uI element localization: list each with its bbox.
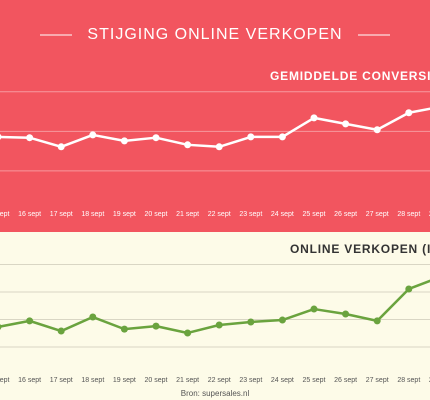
x-tick-label: 21 sept: [176, 377, 199, 384]
data-point: [215, 143, 223, 151]
x-tick-label: 27 sept: [366, 211, 389, 218]
data-point: [184, 329, 192, 337]
data-point: [373, 317, 381, 325]
x-tick-label: 26 sept: [334, 211, 357, 218]
x-tick-label: 18 sept: [81, 377, 104, 384]
data-point: [0, 134, 2, 140]
data-point: [310, 114, 318, 122]
data-point: [0, 324, 2, 330]
x-tick-label: 26 sept: [334, 377, 357, 384]
x-tick-label: 15 sept: [0, 377, 10, 384]
chart-title: ONLINE VERKOPEN (IN: [290, 242, 430, 256]
x-tick-label: 19 sept: [113, 211, 136, 218]
x-tick-label: 22 sept: [208, 211, 231, 218]
data-point: [89, 313, 97, 321]
x-tick-label: 15 sept: [0, 211, 10, 218]
x-tick-label: 29 sept: [429, 211, 430, 218]
x-tick-label: 17 sept: [50, 211, 73, 218]
x-tick-label: 19 sept: [113, 377, 136, 384]
x-tick-label: 24 sept: [271, 211, 294, 218]
x-tick-label: 28 sept: [397, 377, 420, 384]
x-tick-label: 18 sept: [81, 211, 104, 218]
x-tick-label: 23 sept: [239, 377, 262, 384]
data-point: [405, 109, 413, 117]
data-point: [215, 321, 223, 329]
source: Bron: supersales.nl: [181, 389, 250, 398]
x-tick-label: 27 sept: [366, 377, 389, 384]
data-point: [373, 126, 381, 134]
x-tick-label: 16 sept: [18, 377, 41, 384]
data-point: [152, 322, 160, 330]
data-point: [152, 134, 160, 142]
data-point: [342, 310, 350, 318]
bottom-panel: [0, 232, 430, 400]
x-tick-label: 24 sept: [271, 377, 294, 384]
data-point: [278, 133, 286, 141]
x-tick-label: 16 sept: [18, 211, 41, 218]
data-point: [120, 325, 128, 333]
data-point: [405, 285, 413, 293]
data-point: [120, 137, 128, 145]
x-tick-label: 28 sept: [397, 211, 420, 218]
data-point: [26, 317, 34, 325]
x-tick-label: 22 sept: [208, 377, 231, 384]
x-tick-label: 23 sept: [239, 211, 262, 218]
x-tick-label: 25 sept: [303, 211, 326, 218]
top-panel: [0, 0, 430, 232]
data-point: [247, 133, 255, 141]
x-tick-label: 20 sept: [145, 211, 168, 218]
page-title: STIJGING ONLINE VERKOPEN: [87, 26, 342, 43]
data-point: [57, 327, 65, 335]
data-point: [278, 316, 286, 324]
data-point: [89, 131, 97, 139]
data-point: [247, 318, 255, 326]
data-point: [342, 120, 350, 128]
data-point: [26, 134, 34, 142]
x-tick-label: 20 sept: [145, 377, 168, 384]
x-tick-label: 17 sept: [50, 377, 73, 384]
data-point: [184, 141, 192, 149]
x-tick-label: 25 sept: [303, 377, 326, 384]
chart-title: GEMIDDELDE CONVERSIE: [270, 69, 430, 83]
x-tick-label: 29 sept: [429, 377, 430, 384]
x-tick-label: 21 sept: [176, 211, 199, 218]
data-point: [57, 143, 65, 151]
data-point: [310, 305, 318, 313]
